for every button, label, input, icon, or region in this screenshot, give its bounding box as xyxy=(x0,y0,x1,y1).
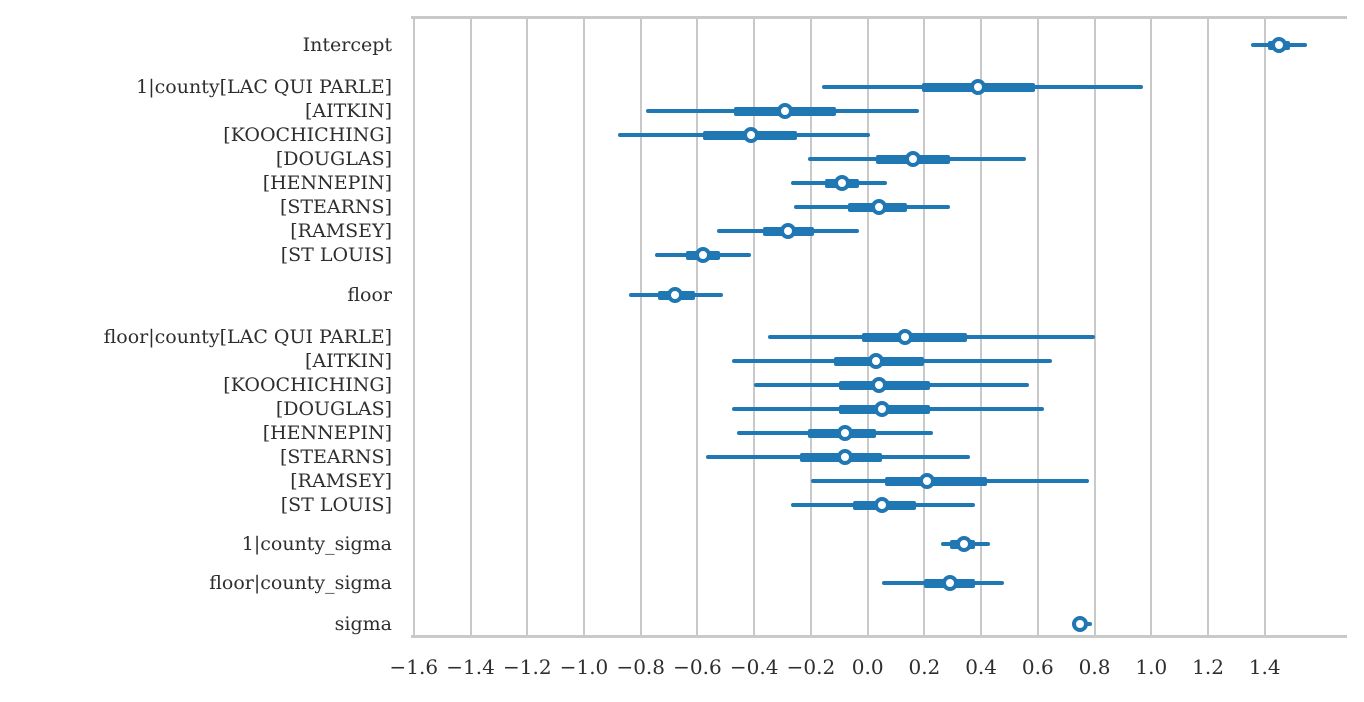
gridline xyxy=(753,18,756,635)
gridline xyxy=(866,18,869,635)
gridline xyxy=(809,18,812,635)
y-axis-label: [RAMSEY] xyxy=(290,470,392,492)
y-axis-label: 1|county_sigma xyxy=(241,533,392,555)
y-axis-label: [DOUGLAS] xyxy=(275,148,392,170)
median-point-marker xyxy=(873,401,890,417)
y-axis-label: [AITKIN] xyxy=(304,350,392,372)
median-point-marker xyxy=(941,575,958,591)
median-point-marker xyxy=(873,497,890,513)
y-axis-label: Intercept xyxy=(302,34,392,56)
x-tick-label: 0.6 xyxy=(1021,655,1054,679)
iqr-interval-bar xyxy=(884,476,987,486)
median-point-marker xyxy=(666,287,683,303)
gridline xyxy=(412,18,415,635)
gridline xyxy=(639,18,642,635)
median-point-marker xyxy=(868,353,885,369)
x-tick-label: 1.2 xyxy=(1192,655,1224,679)
x-tick-label: 1.4 xyxy=(1248,655,1281,679)
median-point-marker xyxy=(1270,37,1287,53)
x-tick-label: −0.6 xyxy=(673,655,722,679)
median-point-marker xyxy=(871,377,887,393)
x-tick-label: 1.0 xyxy=(1135,655,1168,679)
median-point-marker xyxy=(905,151,922,167)
x-tick-label: −0.4 xyxy=(729,655,779,679)
y-axis-label: floor|county_sigma xyxy=(209,572,392,594)
x-tick-label: 0.8 xyxy=(1078,655,1111,679)
median-point-marker xyxy=(956,536,973,552)
median-point-marker xyxy=(836,425,853,441)
y-axis-label: [ST LOUIS] xyxy=(280,244,392,266)
gridline xyxy=(1263,18,1266,635)
gridline xyxy=(583,18,586,635)
gridline xyxy=(1150,18,1153,635)
y-axis-label: [KOOCHICHING] xyxy=(223,374,392,396)
x-tick-label: 0.2 xyxy=(908,655,941,679)
y-axis-label: [STEARNS] xyxy=(279,196,392,218)
median-point-marker xyxy=(871,199,887,215)
plot-border-bottom xyxy=(411,635,1347,638)
x-tick-label: −1.0 xyxy=(559,655,609,679)
y-axis-label: [HENNEPIN] xyxy=(262,422,392,444)
gridline xyxy=(526,18,529,635)
gridline xyxy=(1093,18,1096,635)
gridline xyxy=(1036,18,1039,635)
y-axis-label: 1|county[LAC QUI PARLE] xyxy=(136,76,392,98)
median-point-marker xyxy=(777,103,794,119)
plot-border-top xyxy=(411,16,1347,19)
gridline xyxy=(980,18,983,635)
gridline xyxy=(923,18,926,635)
x-tick-label: −0.2 xyxy=(786,655,836,679)
median-point-marker xyxy=(743,127,760,143)
y-axis-label: [KOOCHICHING] xyxy=(223,124,392,146)
median-point-marker xyxy=(970,79,987,95)
gridline xyxy=(1207,18,1210,635)
y-axis-label: sigma xyxy=(334,613,392,635)
y-axis-label: [STEARNS] xyxy=(279,446,392,468)
x-tick-label: −0.8 xyxy=(616,655,666,679)
y-axis-label: [RAMSEY] xyxy=(290,220,392,242)
y-axis-label: [DOUGLAS] xyxy=(275,398,392,420)
x-tick-label: −1.2 xyxy=(502,655,552,679)
y-axis-label: [HENNEPIN] xyxy=(262,172,392,194)
iqr-interval-bar xyxy=(861,332,967,342)
y-axis-label: floor xyxy=(347,284,392,306)
gridline xyxy=(469,18,472,635)
y-axis-label: [ST LOUIS] xyxy=(280,494,392,516)
median-point-marker xyxy=(695,247,712,263)
median-point-marker xyxy=(919,473,936,489)
x-tick-label: 0.4 xyxy=(965,655,997,679)
gridline xyxy=(696,18,699,635)
median-point-marker xyxy=(1072,616,1089,632)
median-point-marker xyxy=(834,175,851,191)
x-tick-label: −1.4 xyxy=(446,655,495,679)
y-axis-label: [AITKIN] xyxy=(304,100,392,122)
median-point-marker xyxy=(896,329,913,345)
y-axis-label: floor|county[LAC QUI PARLE] xyxy=(103,326,392,348)
x-tick-label: 0.0 xyxy=(851,655,884,679)
median-point-marker xyxy=(780,223,797,239)
median-point-marker xyxy=(836,449,853,465)
x-tick-label: −1.6 xyxy=(389,655,439,679)
